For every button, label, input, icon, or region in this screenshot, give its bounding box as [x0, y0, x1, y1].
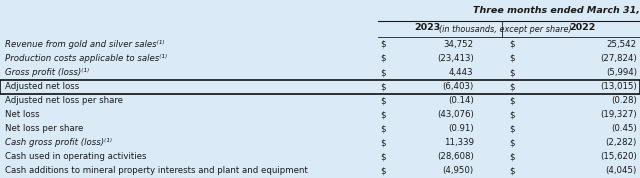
Text: (13,015): (13,015) — [600, 82, 637, 91]
Text: Net loss per share: Net loss per share — [5, 124, 83, 133]
Text: Cash additions to mineral property interests and plant and equipment: Cash additions to mineral property inter… — [5, 166, 308, 176]
Text: $: $ — [509, 40, 515, 49]
Text: Gross profit (loss)⁽¹⁾: Gross profit (loss)⁽¹⁾ — [5, 68, 89, 77]
Text: Production costs applicable to sales⁽¹⁾: Production costs applicable to sales⁽¹⁾ — [5, 54, 167, 63]
Text: (0.28): (0.28) — [611, 96, 637, 105]
Text: $: $ — [380, 166, 385, 176]
Text: $: $ — [509, 110, 515, 119]
Text: $: $ — [380, 152, 385, 161]
Text: $: $ — [380, 96, 385, 105]
Text: $: $ — [380, 54, 385, 63]
Text: (0.45): (0.45) — [611, 124, 637, 133]
Text: 4,443: 4,443 — [449, 68, 474, 77]
Text: $: $ — [509, 82, 515, 91]
Text: 25,542: 25,542 — [607, 40, 637, 49]
Text: Adjusted net loss: Adjusted net loss — [5, 82, 79, 91]
Text: Cash gross profit (loss)⁽¹⁾: Cash gross profit (loss)⁽¹⁾ — [5, 138, 112, 147]
Text: (4,045): (4,045) — [605, 166, 637, 176]
Text: (4,950): (4,950) — [442, 166, 474, 176]
Text: (28,608): (28,608) — [437, 152, 474, 161]
Text: Net loss: Net loss — [5, 110, 40, 119]
Text: $: $ — [509, 166, 515, 176]
Text: Adjusted net loss per share: Adjusted net loss per share — [5, 96, 123, 105]
Text: Three months ended March 31,: Three months ended March 31, — [474, 6, 640, 15]
Text: (19,327): (19,327) — [600, 110, 637, 119]
Bar — [0, 80, 640, 94]
Text: $: $ — [380, 40, 385, 49]
Text: $: $ — [380, 68, 385, 77]
Text: (5,994): (5,994) — [606, 68, 637, 77]
Text: (23,413): (23,413) — [437, 54, 474, 63]
Text: (0.91): (0.91) — [448, 124, 474, 133]
Text: (in thousands, except per share): (in thousands, except per share) — [439, 25, 572, 34]
Text: $: $ — [509, 96, 515, 105]
Text: $: $ — [509, 68, 515, 77]
Text: $: $ — [380, 82, 385, 91]
Text: $: $ — [509, 138, 515, 147]
Text: $: $ — [509, 152, 515, 161]
Text: $: $ — [380, 138, 385, 147]
Text: 2023: 2023 — [414, 23, 441, 32]
Text: $: $ — [509, 124, 515, 133]
Text: (15,620): (15,620) — [600, 152, 637, 161]
Text: 2022: 2022 — [569, 23, 596, 32]
Text: Cash used in operating activities: Cash used in operating activities — [5, 152, 147, 161]
Text: (6,403): (6,403) — [442, 82, 474, 91]
Text: (2,282): (2,282) — [605, 138, 637, 147]
Text: Revenue from gold and silver sales⁽¹⁾: Revenue from gold and silver sales⁽¹⁾ — [5, 40, 164, 49]
Text: 34,752: 34,752 — [444, 40, 474, 49]
Text: (27,824): (27,824) — [600, 54, 637, 63]
Text: (0.14): (0.14) — [448, 96, 474, 105]
Text: $: $ — [380, 110, 385, 119]
Text: (43,076): (43,076) — [437, 110, 474, 119]
Text: $: $ — [380, 124, 385, 133]
Text: $: $ — [509, 54, 515, 63]
Text: 11,339: 11,339 — [444, 138, 474, 147]
